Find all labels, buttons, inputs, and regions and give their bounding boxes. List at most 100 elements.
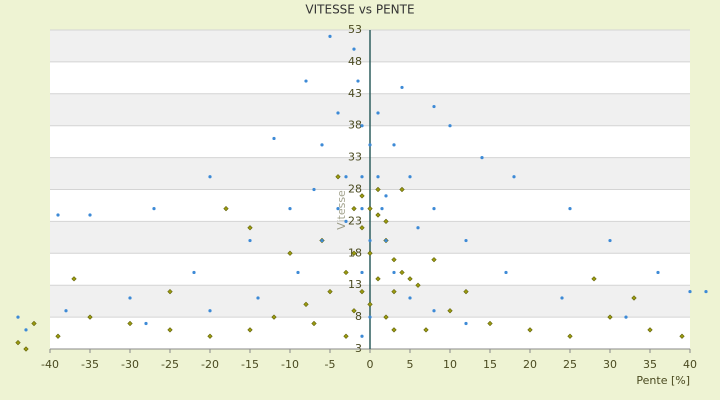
- point: [399, 186, 405, 193]
- point: [360, 207, 364, 211]
- point: [167, 288, 173, 295]
- point: [303, 301, 309, 307]
- point: [608, 238, 612, 243]
- point: [368, 143, 372, 147]
- point: [527, 327, 533, 333]
- x-tick-label: -40: [41, 358, 59, 371]
- point: [375, 186, 381, 193]
- point: [87, 314, 93, 320]
- point: [247, 327, 253, 333]
- point: [71, 276, 77, 282]
- point: [167, 327, 173, 333]
- point: [320, 143, 324, 147]
- point: [375, 276, 381, 282]
- point: [360, 270, 364, 275]
- point: [391, 327, 397, 333]
- x-tick-label: 25: [563, 358, 577, 371]
- point: [408, 175, 412, 179]
- point: [464, 321, 468, 326]
- point: [304, 79, 308, 83]
- point: [16, 315, 20, 319]
- point: [415, 282, 421, 288]
- x-axis-label: Pente [%]: [636, 374, 690, 387]
- point: [480, 156, 484, 160]
- point: [448, 124, 452, 128]
- point: [127, 320, 133, 327]
- x-tick-label: 10: [443, 358, 457, 371]
- point: [447, 308, 453, 314]
- y-tick-label: 13: [348, 278, 362, 291]
- y-tick-label: 48: [348, 55, 362, 68]
- point: [400, 85, 404, 90]
- point: [423, 327, 429, 333]
- point: [351, 250, 357, 256]
- point: [359, 225, 365, 231]
- chart-title: VITESSE vs PENTE: [305, 3, 414, 17]
- point: [128, 296, 132, 300]
- x-tick-label: 40: [683, 358, 697, 371]
- point: [591, 276, 597, 282]
- point: [311, 320, 317, 327]
- point: [504, 270, 508, 275]
- point: [376, 111, 380, 115]
- point: [336, 207, 340, 211]
- point: [192, 270, 196, 275]
- point: [376, 175, 380, 179]
- point: [223, 206, 229, 212]
- y-tick-label: 23: [348, 214, 362, 227]
- point: [356, 79, 360, 83]
- point: [607, 314, 613, 320]
- x-tick-label: -5: [325, 358, 336, 371]
- point: [560, 296, 564, 300]
- point: [88, 213, 92, 217]
- point: [368, 315, 372, 319]
- point: [360, 175, 364, 179]
- point: [383, 218, 389, 225]
- point: [464, 238, 468, 243]
- x-tick-label: 30: [603, 358, 617, 371]
- point: [31, 320, 37, 327]
- point: [647, 327, 653, 333]
- y-tick-label: 33: [348, 151, 362, 164]
- point: [344, 175, 348, 179]
- y-tick-label: 53: [348, 23, 362, 36]
- point: [512, 175, 516, 179]
- point: [208, 175, 212, 179]
- point: [392, 270, 396, 275]
- point: [335, 174, 341, 180]
- point: [256, 296, 260, 300]
- point: [391, 257, 397, 263]
- point: [688, 289, 692, 294]
- x-tick-label: 35: [643, 358, 657, 371]
- point: [23, 346, 29, 352]
- point: [368, 238, 372, 243]
- point: [380, 207, 384, 211]
- x-tick-label: -15: [241, 358, 259, 371]
- point: [352, 47, 356, 51]
- point: [679, 333, 685, 339]
- point: [360, 334, 364, 338]
- point: [384, 238, 388, 243]
- point: [288, 207, 292, 211]
- point: [487, 320, 493, 327]
- point: [56, 213, 60, 217]
- point: [312, 187, 316, 192]
- x-tick-label: -20: [201, 358, 219, 371]
- point: [432, 207, 436, 211]
- point: [568, 207, 572, 211]
- point: [567, 333, 573, 339]
- point: [24, 328, 28, 332]
- point: [144, 321, 148, 326]
- point: [367, 301, 373, 307]
- point: [384, 194, 388, 198]
- point: [344, 219, 348, 223]
- x-tick-label: 15: [483, 358, 497, 371]
- point: [328, 34, 332, 38]
- point: [367, 250, 373, 256]
- point: [336, 111, 340, 115]
- point: [383, 314, 389, 320]
- y-tick-label: 8: [355, 310, 362, 323]
- point: [351, 206, 357, 212]
- point: [248, 238, 252, 243]
